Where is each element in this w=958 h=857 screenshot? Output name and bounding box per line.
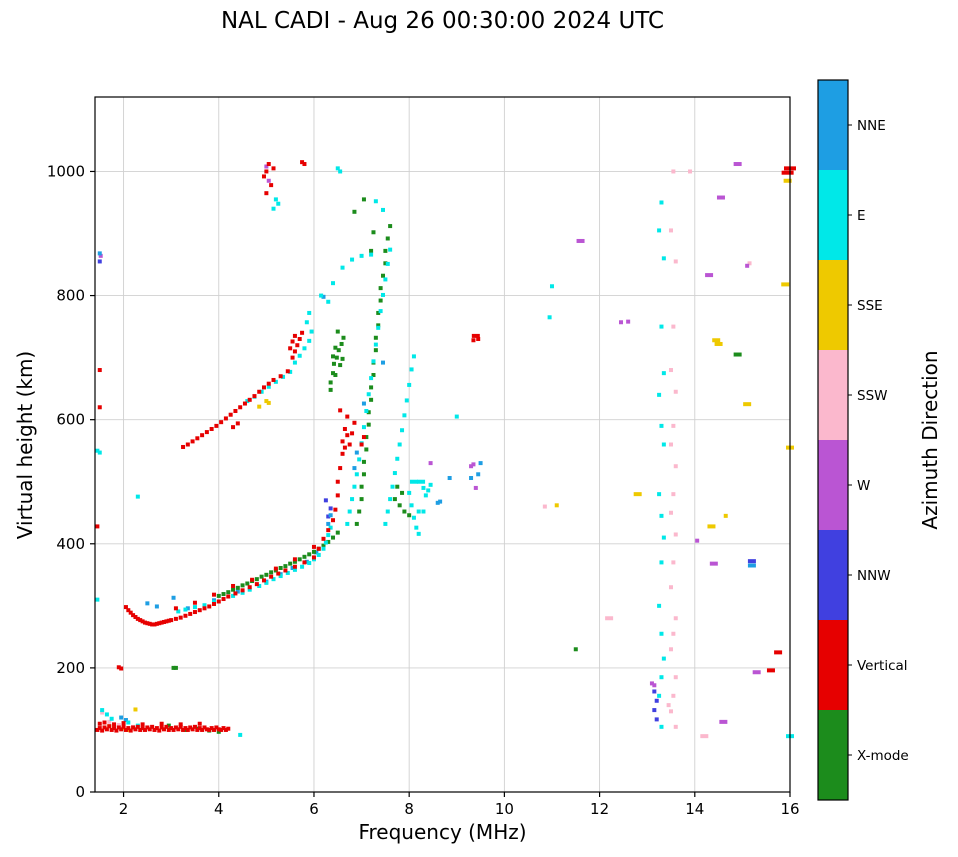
scatter-points [95, 160, 796, 739]
x-tick-label: 8 [404, 800, 414, 818]
colorbar-tick-label: W [857, 478, 870, 494]
colorbar-border [817, 79, 849, 801]
colorbar-tick-label: X-mode [857, 748, 909, 764]
colorbar-segment-E [818, 170, 848, 260]
series-SSE [107, 178, 794, 732]
x-tick-label: 10 [495, 800, 514, 818]
colorbar-segment-NNE [818, 80, 848, 170]
x-tick-label: 2 [119, 800, 129, 818]
y-tick-label: 800 [56, 287, 85, 305]
colorbar-tick-label: NNW [857, 568, 891, 584]
plot-border [94, 96, 791, 793]
x-axis-label: Frequency (MHz) [358, 820, 527, 844]
chart-title: NAL CADI - Aug 26 00:30:00 2024 UTC [220, 8, 665, 34]
x-tick-label: 16 [780, 800, 799, 818]
colorbar-tick-label: E [857, 208, 866, 224]
gridlines [95, 97, 791, 793]
colorbar-tick-label: SSE [857, 298, 883, 314]
x-tick-label: 4 [214, 800, 224, 818]
x-axis: 2 4 6 8 10 12 14 16 [119, 792, 800, 818]
series-W [98, 162, 761, 724]
colorbar-tick-label: Vertical [857, 658, 908, 674]
y-tick-label: 0 [75, 783, 85, 801]
series-NNW [97, 259, 756, 722]
colorbar-segment-W [818, 440, 848, 530]
series-E [95, 166, 794, 739]
series-Vertical [95, 160, 796, 733]
y-axis: 0 200 400 600 800 1000 [47, 162, 95, 801]
colorbar-segment-X-mode [818, 710, 848, 800]
colorbar-segment-SSE [818, 260, 848, 350]
colorbar: NNE E SSE SSW W NNW Vertical X-mode [817, 79, 909, 801]
y-tick-label: 600 [56, 411, 85, 429]
y-tick-label: 1000 [47, 162, 85, 180]
colorbar-segment-Vertical [818, 620, 848, 710]
x-tick-label: 12 [590, 800, 609, 818]
colorbar-tick-label: NNE [857, 118, 886, 134]
colorbar-tick-label: SSW [857, 388, 888, 404]
y-tick-label: 400 [56, 535, 85, 553]
colorbar-segment-NNW [818, 530, 848, 620]
x-tick-label: 14 [685, 800, 704, 818]
series-SSW [100, 169, 752, 739]
colorbar-segment-SSW [818, 350, 848, 440]
x-tick-label: 6 [309, 800, 319, 818]
series-X-mode [166, 197, 742, 734]
y-tick-label: 200 [56, 659, 85, 677]
series-NNE [97, 251, 756, 723]
